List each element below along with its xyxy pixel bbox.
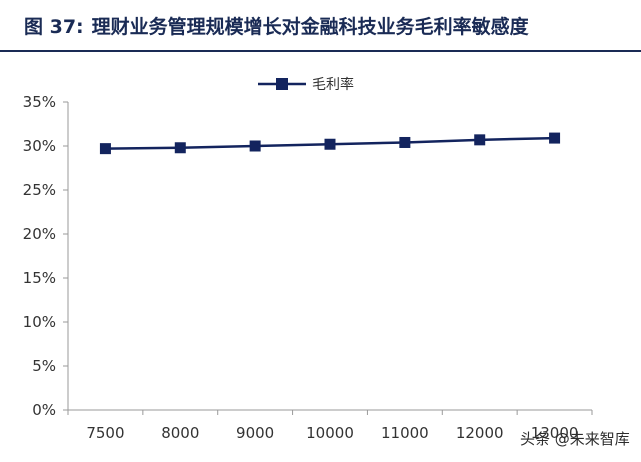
- figure-title-bar: 图 37: 理财业务管理规模增长对金融科技业务毛利率敏感度: [0, 0, 641, 52]
- y-tick-label: 20%: [23, 225, 56, 243]
- y-tick-label: 30%: [23, 137, 56, 155]
- data-point: [549, 132, 561, 144]
- x-tick-label: 8000: [161, 424, 199, 442]
- data-point: [99, 143, 111, 155]
- x-tick-label: 12000: [456, 424, 504, 442]
- watermark-text: 头条 @未来智库: [520, 430, 630, 448]
- y-tick-label: 10%: [23, 313, 56, 331]
- y-tick-label: 15%: [23, 269, 56, 287]
- y-tick-label: 25%: [23, 181, 56, 199]
- y-tick-label: 0%: [32, 401, 56, 419]
- data-point: [399, 136, 411, 148]
- x-tick-label: 9000: [236, 424, 274, 442]
- x-tick-label: 10000: [306, 424, 354, 442]
- legend-label: 毛利率: [312, 76, 354, 93]
- y-tick-label: 35%: [23, 93, 56, 111]
- x-tick-label: 7500: [86, 424, 124, 442]
- legend-marker: [276, 78, 288, 90]
- data-point: [249, 140, 261, 152]
- line-chart: 0% 5% 10% 15% 20% 25% 30% 35% 7500 8000 9000 10000 1…: [23, 76, 593, 442]
- figure-label: 图 37:: [24, 15, 84, 38]
- data-point: [324, 138, 336, 150]
- data-point: [474, 134, 486, 146]
- data-point: [174, 142, 186, 154]
- x-tick-label: 13000: [531, 424, 579, 442]
- figure-title: 理财业务管理规模增长对金融科技业务毛利率敏感度: [91, 15, 529, 38]
- x-tick-label: 11000: [381, 424, 429, 442]
- y-tick-label: 5%: [32, 357, 56, 375]
